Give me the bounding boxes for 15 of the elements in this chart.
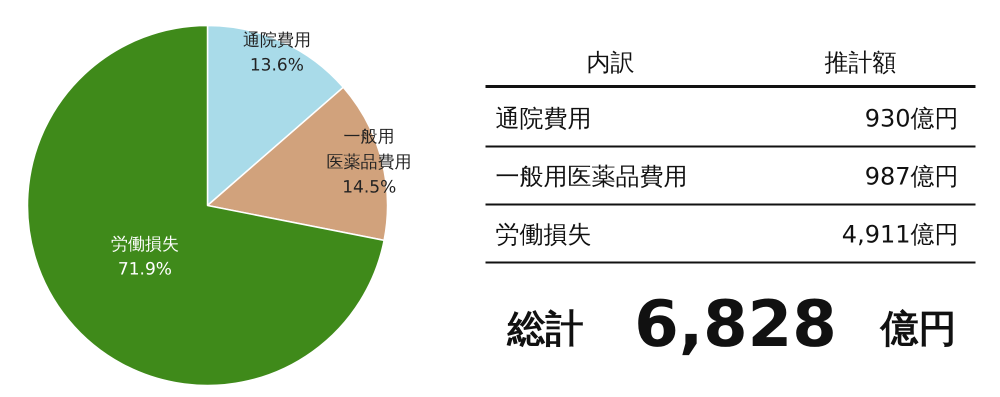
text: 930億円 (864, 104, 959, 132)
text: 億円 (878, 306, 956, 350)
slice-label: 労働損失 (110, 234, 179, 254)
text: 推計額 (824, 48, 896, 76)
data-label: 71.9% (118, 260, 172, 280)
text: 通院費用 (496, 104, 592, 132)
text: 987億円 (864, 162, 959, 190)
text: 6,828 (634, 288, 837, 362)
text: 総計 (506, 306, 584, 350)
slice-label: 通院費用 (242, 30, 311, 51)
text: 4,911億円 (842, 220, 959, 248)
text: 労働損失 (496, 220, 592, 248)
text: 一般用医薬品費用 (496, 162, 688, 190)
data-label: 13.6% (250, 56, 304, 76)
text: 内訳 (586, 48, 634, 76)
